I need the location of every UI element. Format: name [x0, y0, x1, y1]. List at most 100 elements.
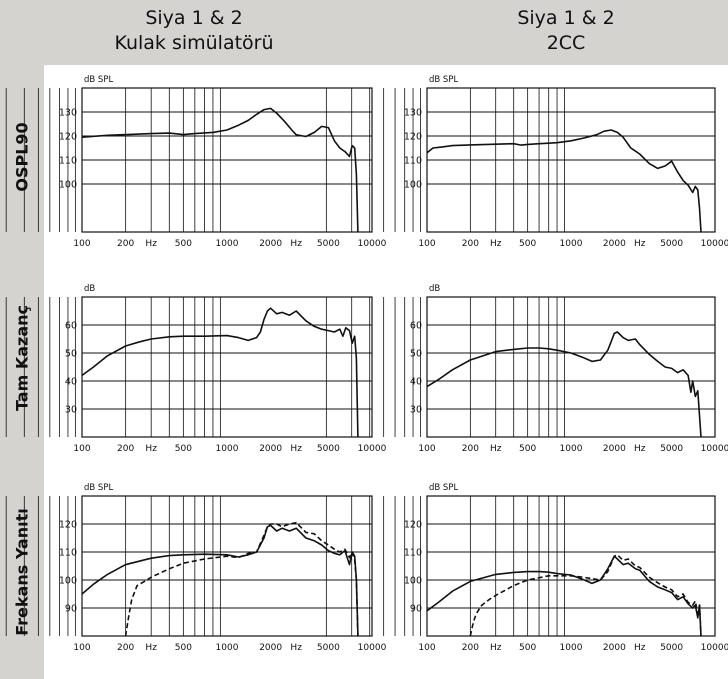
x-tick-label: 100 [418, 239, 435, 249]
x-tick-label: Hz [490, 444, 502, 454]
x-tick-label: Hz [290, 444, 302, 454]
chart-panel: 30 40 50 60 dB 100 200 Hz 500 1000 2000 Hz 5000 10000 [5, 284, 387, 454]
x-tick-label: 500 [175, 643, 192, 653]
x-tick-label: 500 [519, 239, 536, 249]
y-tick-label: 30 [65, 405, 77, 416]
x-tick-label: 5000 [317, 643, 340, 653]
chart-panel: 90 100 110 120 dB SPL 100 200 Hz 500 1000 2000 Hz 50… [5, 483, 387, 653]
x-tick-label: Hz [490, 643, 502, 653]
x-tick-label: 5000 [660, 444, 683, 454]
x-tick-label: Hz [290, 643, 302, 653]
plot-frame [426, 495, 716, 637]
x-tick-label: Hz [634, 643, 646, 653]
x-tick-label: Hz [145, 239, 157, 249]
y-tick-label: 40 [65, 377, 77, 388]
x-tick-label: 2000 [259, 444, 282, 454]
x-tick-label: 500 [175, 239, 192, 249]
x-tick-label: 500 [519, 444, 536, 454]
x-tick-label: 2000 [259, 239, 282, 249]
x-tick-label: 100 [73, 643, 90, 653]
x-tick-label: 10000 [358, 239, 387, 249]
x-tick-label: 200 [117, 444, 134, 454]
column-header-line1: Siya 1 & 2 [517, 7, 615, 29]
y-tick-label: 120 [59, 520, 77, 531]
y-tick-label: 40 [410, 377, 422, 388]
x-tick-label: 1000 [560, 239, 583, 249]
y-tick-label: 100 [59, 180, 77, 191]
x-tick-label: 200 [117, 239, 134, 249]
y-tick-label: 100 [59, 576, 77, 587]
column-header-ear-simulator: Siya 1 & 2 Kulak simülatörü [44, 6, 344, 56]
y-tick-label: 130 [404, 108, 422, 119]
x-tick-label: 100 [418, 444, 435, 454]
header-band [0, 0, 728, 65]
plot-frame [426, 296, 716, 438]
x-tick-label: 200 [462, 444, 479, 454]
x-tick-label: 1000 [216, 239, 239, 249]
y-tick-label: 110 [59, 156, 77, 167]
plot-frame [81, 495, 373, 637]
series-line-solid [81, 307, 359, 438]
y-tick-label: 90 [410, 604, 422, 615]
y-tick-label: 120 [404, 132, 422, 143]
y-axis-label: dB SPL [429, 483, 458, 493]
series-line-solid [426, 331, 702, 438]
y-tick-label: 60 [65, 321, 77, 332]
x-tick-label: 200 [462, 643, 479, 653]
series-line-dashed [124, 521, 359, 637]
y-tick-label: 50 [410, 349, 422, 360]
x-tick-label: 500 [175, 444, 192, 454]
x-tick-label: 10000 [701, 444, 728, 454]
column-header-line2: 2CC [546, 32, 586, 54]
y-tick-label: 90 [65, 604, 77, 615]
x-tick-label: Hz [290, 239, 302, 249]
x-tick-label: Hz [145, 444, 157, 454]
y-tick-label: 100 [404, 576, 422, 587]
series-line-solid [426, 129, 702, 233]
chart-panel: 100 110 120 130 dB SPL 100 200 Hz 500 1000 2000 Hz 5… [325, 75, 728, 249]
y-tick-label: 110 [59, 548, 77, 559]
x-tick-label: 1000 [560, 643, 583, 653]
x-tick-label: 500 [519, 643, 536, 653]
x-tick-label: 2000 [603, 239, 626, 249]
series-line-solid [81, 524, 359, 637]
x-tick-label: 1000 [560, 444, 583, 454]
x-tick-label: 1000 [216, 643, 239, 653]
y-tick-label: 30 [410, 405, 422, 416]
chart-panel: 100 110 120 130 dB SPL 100 200 Hz 500 1000 2000 Hz 5… [5, 75, 387, 249]
y-axis-label: dB [429, 284, 440, 294]
y-tick-label: 60 [410, 321, 422, 332]
y-tick-label: 120 [404, 520, 422, 531]
column-header-line2: Kulak simülatörü [114, 32, 274, 54]
x-tick-label: Hz [634, 239, 646, 249]
series-line-solid [426, 555, 702, 637]
x-tick-label: Hz [490, 239, 502, 249]
x-tick-label: 5000 [317, 444, 340, 454]
chart-panel: 90 100 110 120 dB SPL 100 200 Hz 500 1000 2000 Hz 50… [325, 483, 728, 653]
x-tick-label: 5000 [317, 239, 340, 249]
series-line-solid [81, 107, 359, 233]
x-tick-label: 1000 [216, 444, 239, 454]
column-header-2cc: Siya 1 & 2 2CC [416, 6, 716, 56]
row-label-band [0, 65, 44, 679]
x-tick-label: 2000 [603, 643, 626, 653]
x-tick-label: 100 [418, 643, 435, 653]
x-tick-label: 100 [73, 239, 90, 249]
x-tick-label: Hz [145, 643, 157, 653]
y-axis-label: dB [84, 284, 95, 294]
y-tick-label: 110 [404, 548, 422, 559]
x-tick-label: 10000 [358, 444, 387, 454]
x-tick-label: 2000 [259, 643, 282, 653]
chart-panel: 30 40 50 60 dB 100 200 Hz 500 1000 2000 Hz 5000 10000 [325, 284, 728, 454]
y-axis-label: dB SPL [84, 75, 113, 85]
y-tick-label: 110 [404, 156, 422, 167]
y-axis-label: dB SPL [84, 483, 113, 493]
x-tick-label: Hz [634, 444, 646, 454]
x-tick-label: 10000 [701, 239, 728, 249]
y-tick-label: 50 [65, 349, 77, 360]
x-tick-label: 5000 [660, 239, 683, 249]
plot-frame [81, 296, 373, 438]
x-tick-label: 2000 [603, 444, 626, 454]
x-tick-label: 100 [73, 444, 90, 454]
y-axis-label: dB SPL [429, 75, 458, 85]
